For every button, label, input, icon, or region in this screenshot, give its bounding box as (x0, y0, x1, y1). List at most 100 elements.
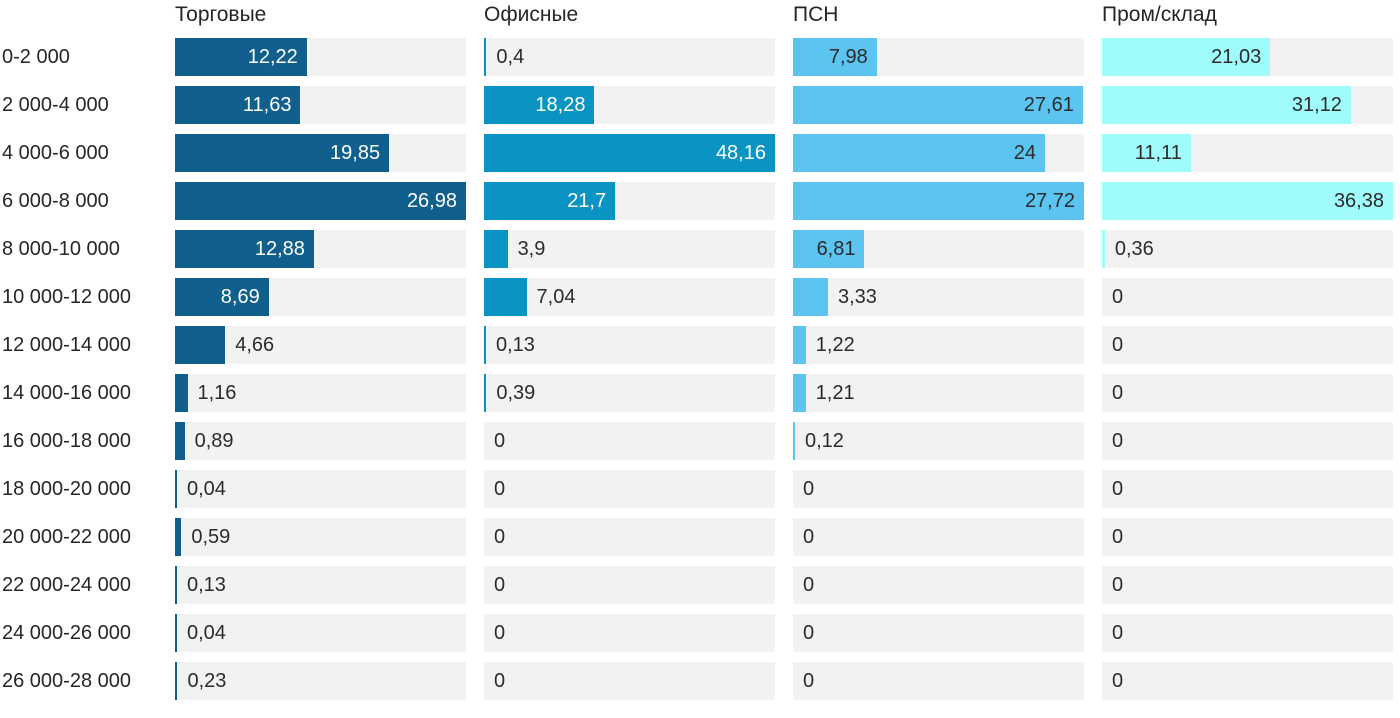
value-label: 0 (1112, 670, 1124, 692)
bar-track-series-1: 0 (484, 422, 775, 460)
chart-row: 4 000-6 000 19,85 48,16 24 11,11 (0, 134, 1400, 172)
value-label: 12,22 (247, 46, 298, 68)
chart-row: 18 000-20 000 0,04 0 0 0 (0, 470, 1400, 508)
value-label: 0 (494, 670, 506, 692)
bar-segment (175, 518, 182, 556)
value-label: 6,81 (816, 238, 856, 260)
bar-track-series-3: 11,11 (1102, 134, 1393, 172)
bar-track-series-1: 7,04 (484, 278, 775, 316)
bar-track-series-3: 36,38 (1102, 182, 1393, 220)
value-label: 0 (803, 574, 815, 596)
bar-segment (793, 278, 828, 316)
bar-track-series-1: 0 (484, 470, 775, 508)
value-label: 21,7 (567, 190, 607, 212)
value-label: 0 (494, 622, 506, 644)
bar-segment (1102, 230, 1105, 268)
bar-track-series-2: 24 (793, 134, 1084, 172)
bar-segment (175, 566, 177, 604)
bar-track-series-2: 3,33 (793, 278, 1084, 316)
value-label: 0,39 (496, 382, 536, 404)
value-label: 1,22 (815, 334, 855, 356)
bar-segment (484, 38, 487, 76)
bar-segment (793, 182, 1084, 220)
bar-segment (484, 182, 616, 220)
category-label: 16 000-18 000 (2, 429, 132, 452)
bar-track-series-0: 4,66 (175, 326, 466, 364)
bar-track-series-2: 0 (793, 470, 1084, 508)
value-label: 0 (803, 670, 815, 692)
value-label: 0 (1112, 622, 1124, 644)
value-label: 27,72 (1024, 190, 1075, 212)
bar-segment (484, 278, 527, 316)
value-label: 24 (1013, 142, 1036, 164)
bar-segment (175, 38, 307, 76)
bar-track-series-0: 8,69 (175, 278, 466, 316)
value-label: 48,16 (715, 142, 766, 164)
value-label: 0 (803, 622, 815, 644)
series-header-torgovye: Торговые (175, 3, 267, 26)
value-label: 27,61 (1023, 94, 1074, 116)
series-header-ofisnye: Офисные (484, 3, 579, 26)
value-label: 0,4 (496, 46, 525, 68)
chart-row: 0-2 000 12,22 0,4 7,98 21,03 (0, 38, 1400, 76)
bar-segment (484, 86, 595, 124)
bar-segment (175, 278, 269, 316)
category-label: 14 000-16 000 (2, 381, 132, 404)
bar-track-series-2: 1,21 (793, 374, 1084, 412)
value-label: 4,66 (235, 334, 275, 356)
value-label: 0 (494, 430, 506, 452)
bar-segment (484, 134, 775, 172)
bar-track-series-2: 6,81 (793, 230, 1084, 268)
chart-row: 12 000-14 000 4,66 0,13 1,22 0 (0, 326, 1400, 364)
bar-track-series-1: 0 (484, 614, 775, 652)
value-label: 0 (494, 478, 506, 500)
bar-track-series-0: 11,63 (175, 86, 466, 124)
bar-track-series-0: 0,59 (175, 518, 466, 556)
value-label: 36,38 (1333, 190, 1384, 212)
value-label: 0 (1112, 430, 1124, 452)
bar-track-series-0: 1,16 (175, 374, 466, 412)
bar-track-series-3: 0 (1102, 662, 1393, 700)
chart-row: 16 000-18 000 0,89 0 0,12 0 (0, 422, 1400, 460)
category-label: 4 000-6 000 (2, 141, 109, 164)
category-label: 26 000-28 000 (2, 669, 132, 692)
bar-segment (793, 374, 806, 412)
category-label: 10 000-12 000 (2, 285, 132, 308)
bar-track-series-0: 0,89 (175, 422, 466, 460)
bar-segment (793, 38, 877, 76)
chart-row: 24 000-26 000 0,04 0 0 0 (0, 614, 1400, 652)
bar-track-series-0: 12,88 (175, 230, 466, 268)
bar-track-series-3: 0 (1102, 614, 1393, 652)
bar-segment (1102, 182, 1393, 220)
category-label: 0-2 000 (2, 45, 70, 68)
chart-row: 26 000-28 000 0,23 0 0 0 (0, 662, 1400, 700)
value-label: 8,69 (220, 286, 260, 308)
bar-track-series-3: 0 (1102, 422, 1393, 460)
bar-segment (175, 374, 188, 412)
bar-segment (175, 230, 314, 268)
value-label: 7,04 (536, 286, 576, 308)
value-label: 3,33 (837, 286, 877, 308)
bar-track-series-3: 0 (1102, 518, 1393, 556)
bar-track-series-3: 0 (1102, 566, 1393, 604)
bar-track-series-1: 0 (484, 662, 775, 700)
bar-segment (793, 86, 1083, 124)
bar-segment (175, 134, 390, 172)
value-label: 0 (1112, 526, 1124, 548)
chart-row: 22 000-24 000 0,13 0 0 0 (0, 566, 1400, 604)
category-label: 6 000-8 000 (2, 189, 109, 212)
bar-track-series-2: 1,22 (793, 326, 1084, 364)
bar-segment (793, 326, 806, 364)
value-label: 0 (494, 526, 506, 548)
bar-segment (484, 374, 487, 412)
value-label: 26,98 (406, 190, 457, 212)
bar-track-series-2: 0 (793, 518, 1084, 556)
bar-segment (1102, 38, 1271, 76)
category-label: 20 000-22 000 (2, 525, 132, 548)
bar-track-series-0: 0,23 (175, 662, 466, 700)
chart-row: 20 000-22 000 0,59 0 0 0 (0, 518, 1400, 556)
bar-track-series-0: 0,04 (175, 470, 466, 508)
value-label: 0 (1112, 478, 1124, 500)
value-label: 0,13 (187, 574, 226, 596)
